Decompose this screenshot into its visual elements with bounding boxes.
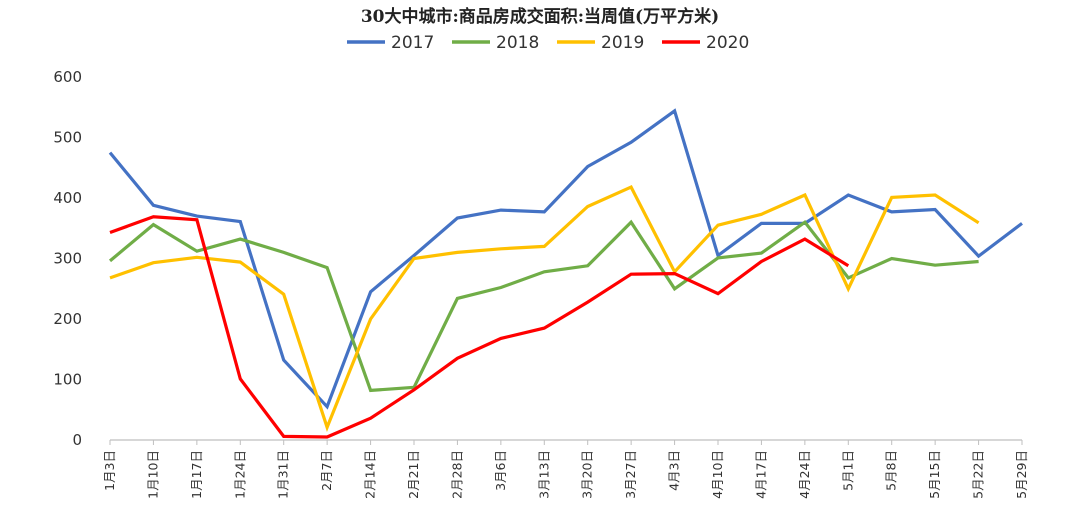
y-axis: 0 100 200 300 400 500 600 [53,68,82,449]
legend-label-2019: 2019 [601,33,644,53]
x-tick-label: 5月1日 [840,450,855,491]
x-tick-label: 3月20日 [580,450,595,499]
legend-label-2017: 2017 [391,33,434,53]
x-tick-label: 1月3日 [102,450,117,491]
x-tick-label: 5月8日 [884,450,899,491]
y-tick-label: 200 [53,310,82,328]
y-tick-label: 0 [72,431,82,449]
x-tick-label: 4月3日 [667,450,682,491]
series-2017 [108,108,1023,410]
x-tick-label: 4月24日 [797,450,812,499]
y-tick-label: 300 [53,250,82,268]
x-tick-label: 5月15日 [927,450,942,499]
x-tick-label: 2月14日 [363,450,378,499]
x-tick-label: 2月28日 [449,450,464,499]
x-tick-label: 5月22日 [971,450,986,499]
x-tick-label: 1月24日 [232,450,247,499]
x-tick-label: 4月17日 [753,450,768,499]
x-tick-label: 5月29日 [1014,450,1029,499]
x-tick-label: 4月10日 [710,450,725,499]
legend-label-2020: 2020 [706,33,749,53]
x-tick-label: 3月27日 [623,450,638,499]
x-tick-label: 1月10日 [145,450,160,499]
y-tick-label: 100 [53,371,82,389]
y-tick-label: 500 [53,129,82,147]
x-tick-label: 3月6日 [493,450,508,491]
x-tick-label: 1月17日 [189,450,204,499]
y-tick-label: 400 [53,189,82,207]
x-tick-label: 1月31日 [276,450,291,499]
chart-title: 30大中城市:商品房成交面积:当周值(万平方米) [361,6,719,27]
x-tick-label: 3月13日 [536,450,551,499]
x-axis: 1月3日 1月10日 1月17日 1月24日 1月31日 2月7日 2月14日 2月21日 2月… [102,439,1029,499]
legend-label-2018: 2018 [496,33,539,53]
series-line-2020 [109,215,850,439]
series-2020 [109,215,850,439]
legend: 2017 2018 2019 2020 [347,33,749,53]
x-tick-label: 2月21日 [406,450,421,499]
series-layer [108,108,1023,439]
x-tick-label: 2月7日 [319,450,334,491]
y-tick-label: 600 [53,68,82,86]
series-line-2017 [108,108,1023,410]
